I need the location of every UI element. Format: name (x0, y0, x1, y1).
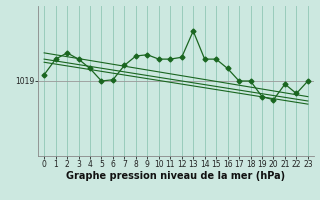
X-axis label: Graphe pression niveau de la mer (hPa): Graphe pression niveau de la mer (hPa) (67, 171, 285, 181)
